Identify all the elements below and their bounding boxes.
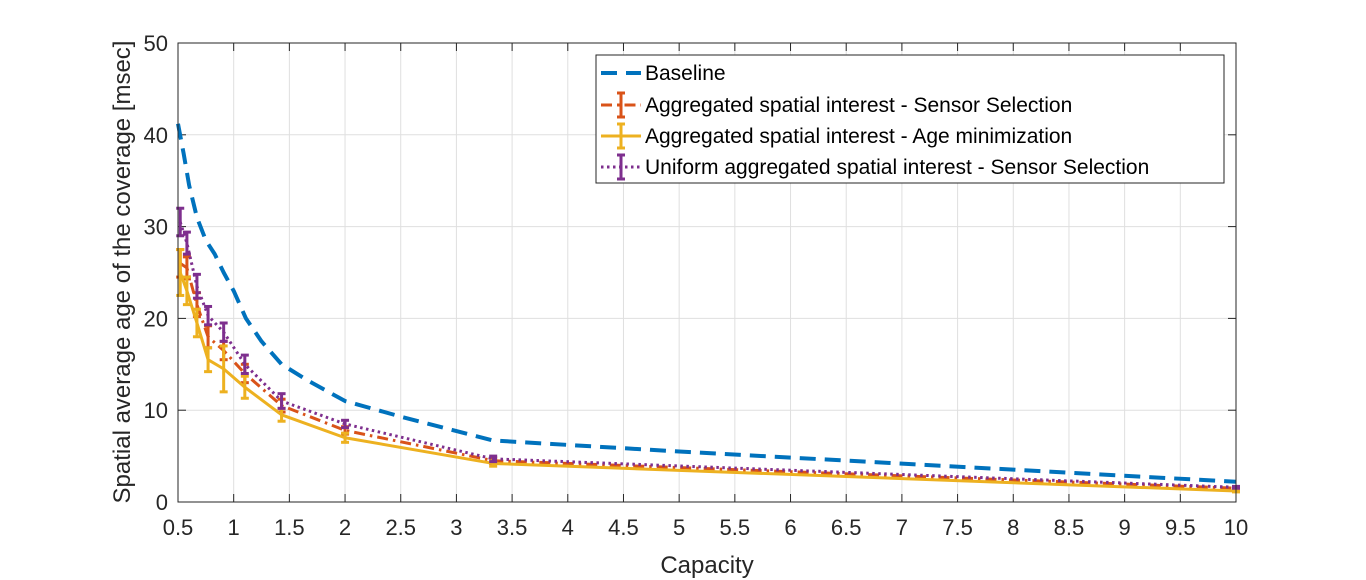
x-tick-label: 4 bbox=[562, 515, 574, 540]
y-tick-label: 30 bbox=[144, 215, 168, 240]
series-4 bbox=[176, 206, 1240, 490]
x-tick-label: 9 bbox=[1119, 515, 1131, 540]
x-tick-label: 10 bbox=[1224, 515, 1248, 540]
error-bar bbox=[240, 374, 249, 400]
series-line bbox=[179, 262, 1237, 490]
error-bar bbox=[192, 307, 201, 339]
x-tick-label: 2.5 bbox=[385, 515, 416, 540]
series-1 bbox=[176, 123, 1237, 484]
x-tick-label: 8.5 bbox=[1054, 515, 1085, 540]
x-tick-label: 1.5 bbox=[274, 515, 305, 540]
legend-label: Uniform aggregated spatial interest - Se… bbox=[645, 156, 1149, 179]
legend-label: Aggregated spatial interest - Age minimi… bbox=[645, 125, 1072, 148]
legend-label: Aggregated spatial interest - Sensor Sel… bbox=[645, 94, 1072, 117]
error-bar bbox=[182, 230, 191, 256]
x-tick-label: 7 bbox=[896, 515, 908, 540]
error-bar bbox=[341, 418, 350, 430]
x-tick-label: 8 bbox=[1007, 515, 1019, 540]
error-bar bbox=[219, 321, 228, 343]
x-tick-label: 4.5 bbox=[608, 515, 639, 540]
error-bar bbox=[204, 304, 213, 327]
y-tick-label: 50 bbox=[144, 31, 168, 56]
error-bar bbox=[277, 392, 286, 410]
series-line bbox=[178, 221, 1237, 489]
x-tick-label: 7.5 bbox=[942, 515, 973, 540]
legend-label: Baseline bbox=[645, 62, 726, 85]
x-tick-labels: 0.5 1 1.5 2 2.5 3 3.5 4 4.5 5 5.5 6 6.5 7 7.5 8 8.5 9 9.5 1… bbox=[163, 515, 1249, 540]
error-bar bbox=[204, 346, 213, 374]
legend: Baseline Aggregated spatial interest - Se… bbox=[595, 54, 1225, 184]
error-bar bbox=[192, 272, 201, 300]
x-tick-label: 5.5 bbox=[720, 515, 751, 540]
x-tick-label: 1 bbox=[228, 515, 240, 540]
x-tick-label: 3.5 bbox=[497, 515, 528, 540]
x-tick-label: 6 bbox=[784, 515, 796, 540]
x-tick-label: 6.5 bbox=[831, 515, 862, 540]
series-3 bbox=[176, 248, 1240, 494]
y-tick-labels: 0 10 20 30 40 50 bbox=[144, 31, 168, 515]
series-line bbox=[176, 123, 1237, 484]
error-bar bbox=[341, 431, 350, 444]
y-tick-label: 20 bbox=[144, 306, 168, 331]
y-tick-label: 10 bbox=[144, 398, 168, 423]
x-tick-label: 0.5 bbox=[163, 515, 194, 540]
legend-item: Baseline bbox=[601, 62, 726, 85]
series-line bbox=[178, 271, 1237, 493]
y-tick-label: 0 bbox=[156, 490, 168, 515]
legend-box bbox=[595, 54, 1225, 184]
x-tick-label: 3 bbox=[450, 515, 462, 540]
y-axis-label: Spatial average age of the coverage [mse… bbox=[109, 41, 136, 504]
error-bar bbox=[182, 275, 191, 307]
legend-item: Aggregated spatial interest - Sensor Sel… bbox=[601, 91, 1072, 119]
x-axis-label: Capacity bbox=[660, 552, 753, 579]
y-tick-label: 40 bbox=[144, 123, 168, 148]
legend-item: Aggregated spatial interest - Age minimi… bbox=[601, 122, 1072, 150]
x-tick-label: 9.5 bbox=[1165, 515, 1196, 540]
x-tick-label: 5 bbox=[673, 515, 685, 540]
error-bar bbox=[240, 353, 249, 375]
x-tick-label: 2 bbox=[339, 515, 351, 540]
plot-frame bbox=[177, 42, 1237, 503]
legend-item: Uniform aggregated spatial interest - Se… bbox=[601, 153, 1149, 181]
error-bar bbox=[489, 454, 498, 464]
error-bar bbox=[219, 344, 228, 394]
